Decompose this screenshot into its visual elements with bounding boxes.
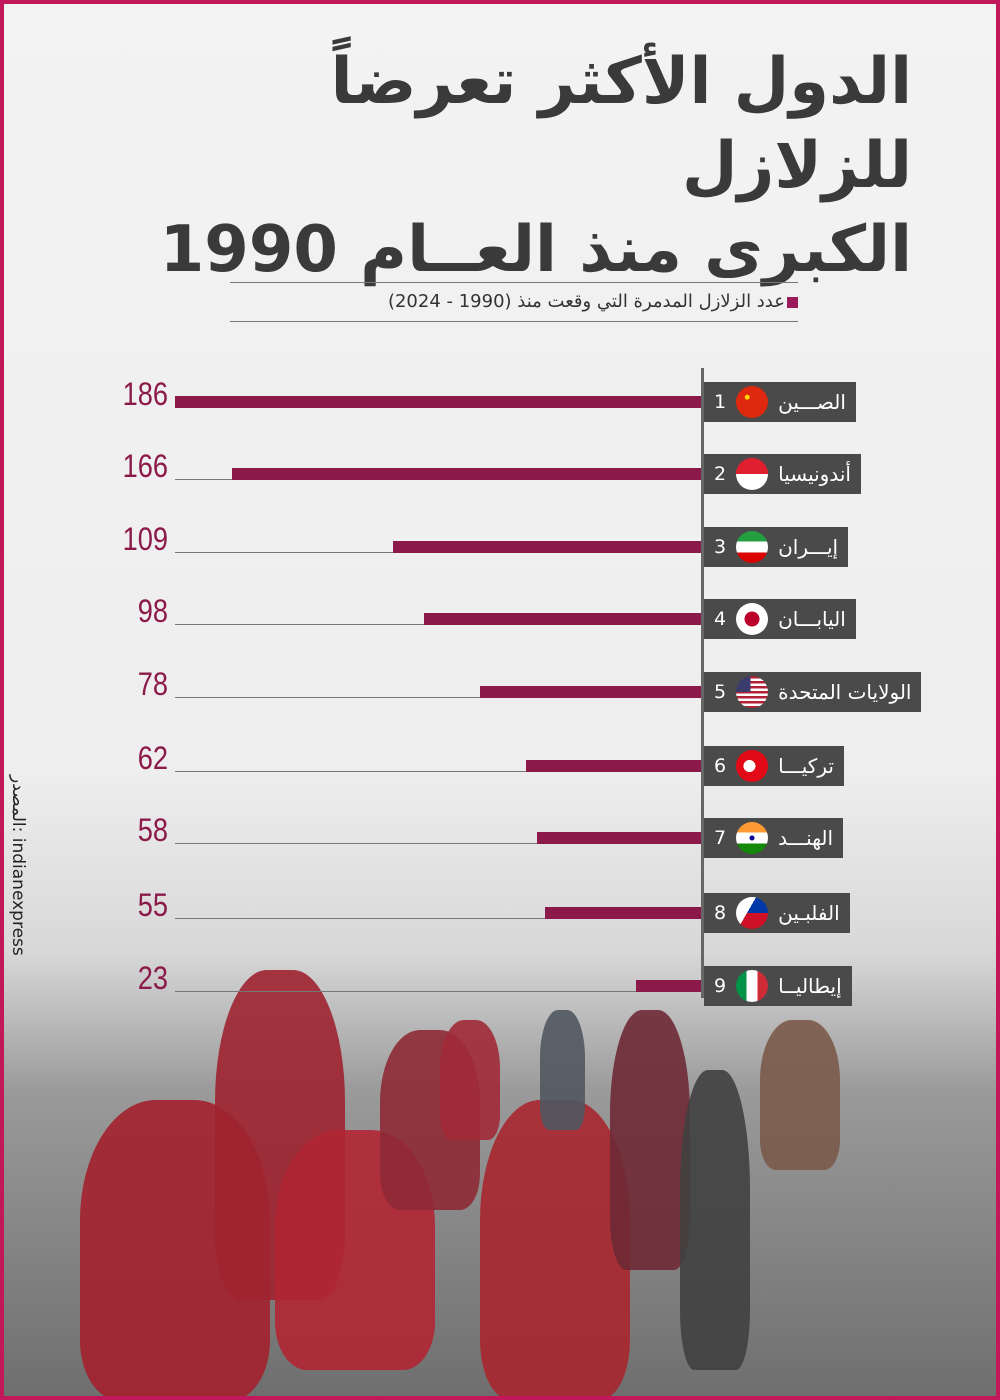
photo-figure [480, 1100, 630, 1400]
photo-figure [540, 1010, 585, 1130]
philippines-flag-icon [736, 897, 769, 929]
value-label: 109 [122, 521, 168, 557]
rank-number: 8 [714, 902, 727, 924]
country-label: 4 اليابـــان [704, 599, 856, 639]
chart-legend: عدد الزلازل المدمرة التي وقعت منذ (1990 … [230, 282, 798, 322]
title-line-2: الكبرى منذ العــام 1990 [159, 213, 912, 287]
country-name: الولايات المتحدة [778, 680, 912, 704]
bar-row: 62 6 تركيـــا [0, 740, 1000, 786]
guide-line [175, 552, 393, 553]
bar [231, 468, 701, 480]
rank-number: 7 [714, 827, 727, 849]
bar [525, 760, 701, 772]
rank-number: 9 [714, 975, 727, 997]
rank-number: 2 [714, 463, 727, 485]
italy-flag-icon [736, 970, 769, 1002]
source-credit: المصدر: indianexpress [8, 775, 28, 956]
bar [423, 613, 701, 625]
guide-line [175, 771, 526, 772]
country-name: إيطاليــا [778, 974, 842, 998]
bar [536, 832, 701, 844]
country-name: اليابـــان [778, 607, 846, 631]
guide-line [175, 479, 232, 480]
rank-number: 1 [714, 391, 727, 413]
rank-number: 6 [714, 755, 727, 777]
country-label: 8 الفلبـين [704, 893, 850, 933]
country-name: الهنـــد [778, 826, 834, 850]
legend-swatch [787, 296, 798, 308]
guide-line [175, 843, 537, 844]
usa-flag-icon [736, 676, 769, 708]
photo-figure [760, 1020, 840, 1170]
bar-row: 23 9 إيطاليــا [0, 960, 1000, 1006]
country-label: 9 إيطاليــا [704, 966, 852, 1006]
value-label: 62 [137, 740, 168, 776]
photo-figure [440, 1020, 500, 1140]
bar [635, 980, 701, 992]
guide-line [175, 624, 424, 625]
rank-number: 5 [714, 681, 727, 703]
chart-axis [701, 368, 704, 998]
country-label: 1 الصـــين [704, 382, 856, 422]
value-label: 98 [137, 593, 168, 629]
bar-row: 186 1 الصـــين [0, 376, 1000, 422]
country-label: 2 أندونيسيا [704, 454, 861, 494]
value-label: 166 [122, 448, 168, 484]
bar-row: 78 5 الولايات المتحدة [0, 666, 1000, 712]
photo-figure [680, 1070, 750, 1370]
bar [392, 541, 701, 553]
bar-row: 109 3 إيـــران [0, 521, 1000, 567]
turkey-flag-icon [736, 750, 769, 782]
title-line-1: الدول الأكثر تعرضاً للزلازل [330, 45, 912, 203]
iran-flag-icon [736, 531, 769, 563]
country-label: 6 تركيـــا [704, 746, 844, 786]
page-title: الدول الأكثر تعرضاً للزلازل الكبرى منذ ا… [92, 40, 912, 292]
legend-label: عدد الزلازل المدمرة التي وقعت منذ (1990 … [387, 291, 785, 312]
photo-figure [610, 1010, 690, 1270]
country-name: الصـــين [778, 390, 846, 414]
country-label: 7 الهنـــد [704, 818, 844, 858]
country-label: 3 إيـــران [704, 527, 849, 567]
bar-row: 55 8 الفلبـين [0, 887, 1000, 933]
bar-row: 58 7 الهنـــد [0, 812, 1000, 858]
value-label: 186 [122, 376, 168, 412]
bar-row: 98 4 اليابـــان [0, 593, 1000, 639]
guide-line [175, 991, 636, 992]
guide-line [175, 918, 546, 919]
bar-row: 166 2 أندونيسيا [0, 448, 1000, 494]
guide-line [175, 697, 481, 698]
rank-number: 4 [714, 608, 727, 630]
bar [175, 396, 701, 408]
value-label: 55 [137, 887, 168, 923]
value-label: 78 [137, 666, 168, 702]
country-name: تركيـــا [778, 754, 834, 778]
indonesia-flag-icon [736, 458, 769, 490]
japan-flag-icon [736, 603, 769, 635]
india-flag-icon [736, 822, 769, 854]
country-name: إيـــران [778, 535, 839, 559]
rescue-photo [0, 930, 1000, 1400]
value-label: 23 [137, 960, 168, 996]
country-label: 5 الولايات المتحدة [704, 672, 922, 712]
country-name: أندونيسيا [778, 462, 851, 486]
country-name: الفلبـين [778, 901, 840, 925]
bar [545, 907, 701, 919]
bar [480, 686, 701, 698]
china-flag-icon [736, 386, 769, 418]
rank-number: 3 [714, 536, 727, 558]
value-label: 58 [137, 812, 168, 848]
